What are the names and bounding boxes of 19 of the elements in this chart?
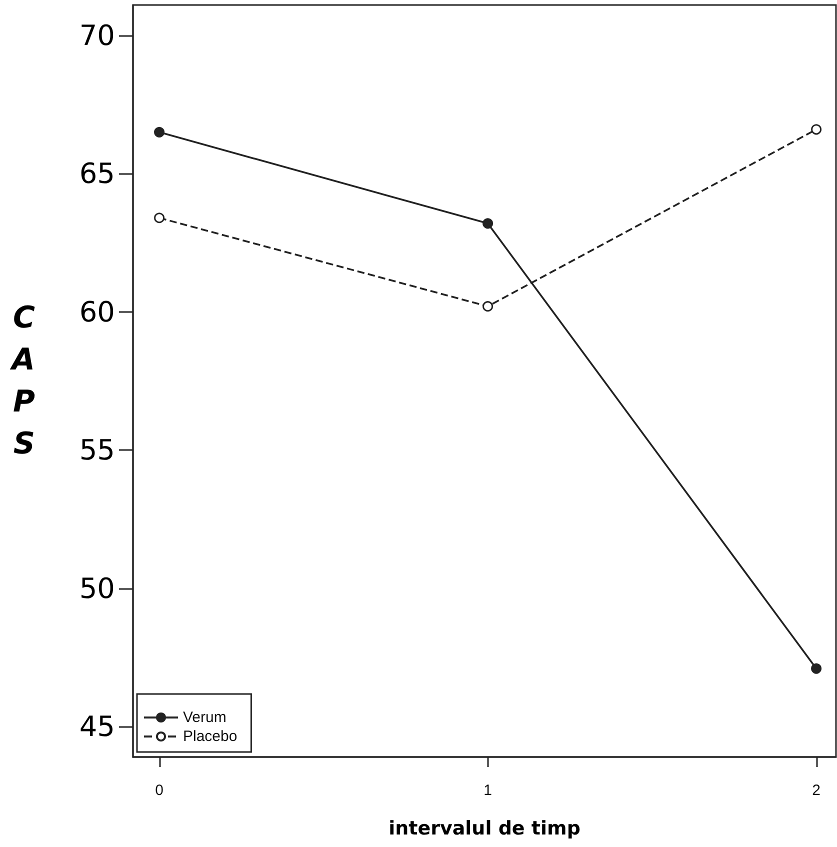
y-tick-label: 45 bbox=[79, 710, 115, 744]
point bbox=[482, 301, 494, 312]
x-tick-label: 0 bbox=[155, 782, 164, 799]
x-tick-label: 2 bbox=[812, 782, 820, 799]
point bbox=[811, 124, 822, 135]
y-tick-label: 50 bbox=[79, 572, 115, 605]
point bbox=[154, 212, 165, 224]
legend-label: Placebo bbox=[183, 728, 238, 745]
x-axis-title: intervalul de timp bbox=[388, 818, 580, 840]
point bbox=[154, 126, 165, 138]
legend-label: Verum bbox=[183, 709, 226, 726]
point bbox=[811, 663, 822, 674]
y-axis-title: CAPS bbox=[10, 300, 35, 462]
y-tick-label: 70 bbox=[79, 18, 115, 52]
x-tick-label: 1 bbox=[484, 782, 492, 799]
y-tick-label: 60 bbox=[79, 295, 115, 328]
y-tick-label: 55 bbox=[79, 434, 115, 467]
y-tick-label: 65 bbox=[79, 157, 115, 190]
point bbox=[482, 218, 494, 229]
